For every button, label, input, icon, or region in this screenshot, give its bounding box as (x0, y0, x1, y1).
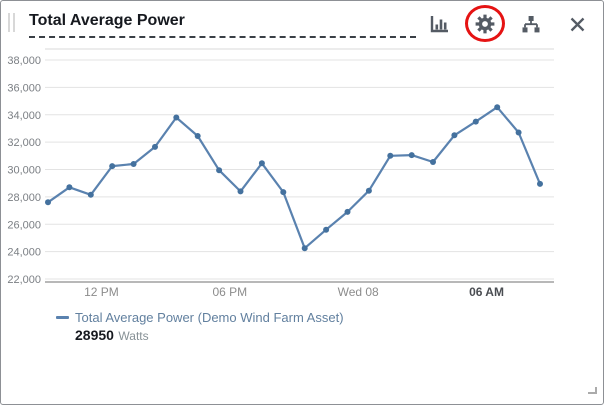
widget-toolbar (429, 5, 587, 42)
svg-text:28,000: 28,000 (7, 192, 41, 204)
widget-header: Total Average Power (1, 1, 603, 46)
legend-line-marker (56, 316, 69, 319)
svg-text:26,000: 26,000 (7, 219, 41, 231)
svg-text:38,000: 38,000 (7, 55, 41, 67)
resize-handle[interactable] (588, 387, 597, 394)
legend-series-label: Total Average Power (Demo Wind Farm Asse… (75, 310, 344, 325)
svg-text:06 PM: 06 PM (212, 285, 247, 299)
settings-container (465, 5, 505, 42)
gear-icon[interactable] (475, 14, 495, 34)
svg-text:22,000: 22,000 (7, 274, 41, 286)
chart-legend: Total Average Power (Demo Wind Farm Asse… (56, 309, 344, 345)
bar-chart-icon[interactable] (429, 14, 449, 34)
line-chart: 22,000 24,000 26,000 28,000 30,000 32,000 34,0… (7, 48, 554, 299)
svg-text:36,000: 36,000 (7, 82, 41, 94)
svg-text:06 AM: 06 AM (469, 285, 504, 299)
svg-text:32,000: 32,000 (7, 137, 41, 149)
legend-latest-value: 28950 (75, 327, 114, 343)
close-icon[interactable] (567, 14, 587, 34)
svg-text:34,000: 34,000 (7, 110, 41, 122)
drag-handle-icon[interactable] (8, 13, 15, 32)
asset-hierarchy-icon[interactable] (521, 14, 541, 34)
legend-unit: Watts (118, 329, 149, 343)
widget-title[interactable]: Total Average Power (29, 12, 185, 29)
widget-title-field[interactable]: Total Average Power (29, 11, 416, 38)
svg-text:30,000: 30,000 (7, 165, 41, 177)
svg-text:24,000: 24,000 (7, 247, 41, 259)
svg-text:Wed 08: Wed 08 (338, 285, 379, 299)
svg-text:12 PM: 12 PM (84, 285, 119, 299)
